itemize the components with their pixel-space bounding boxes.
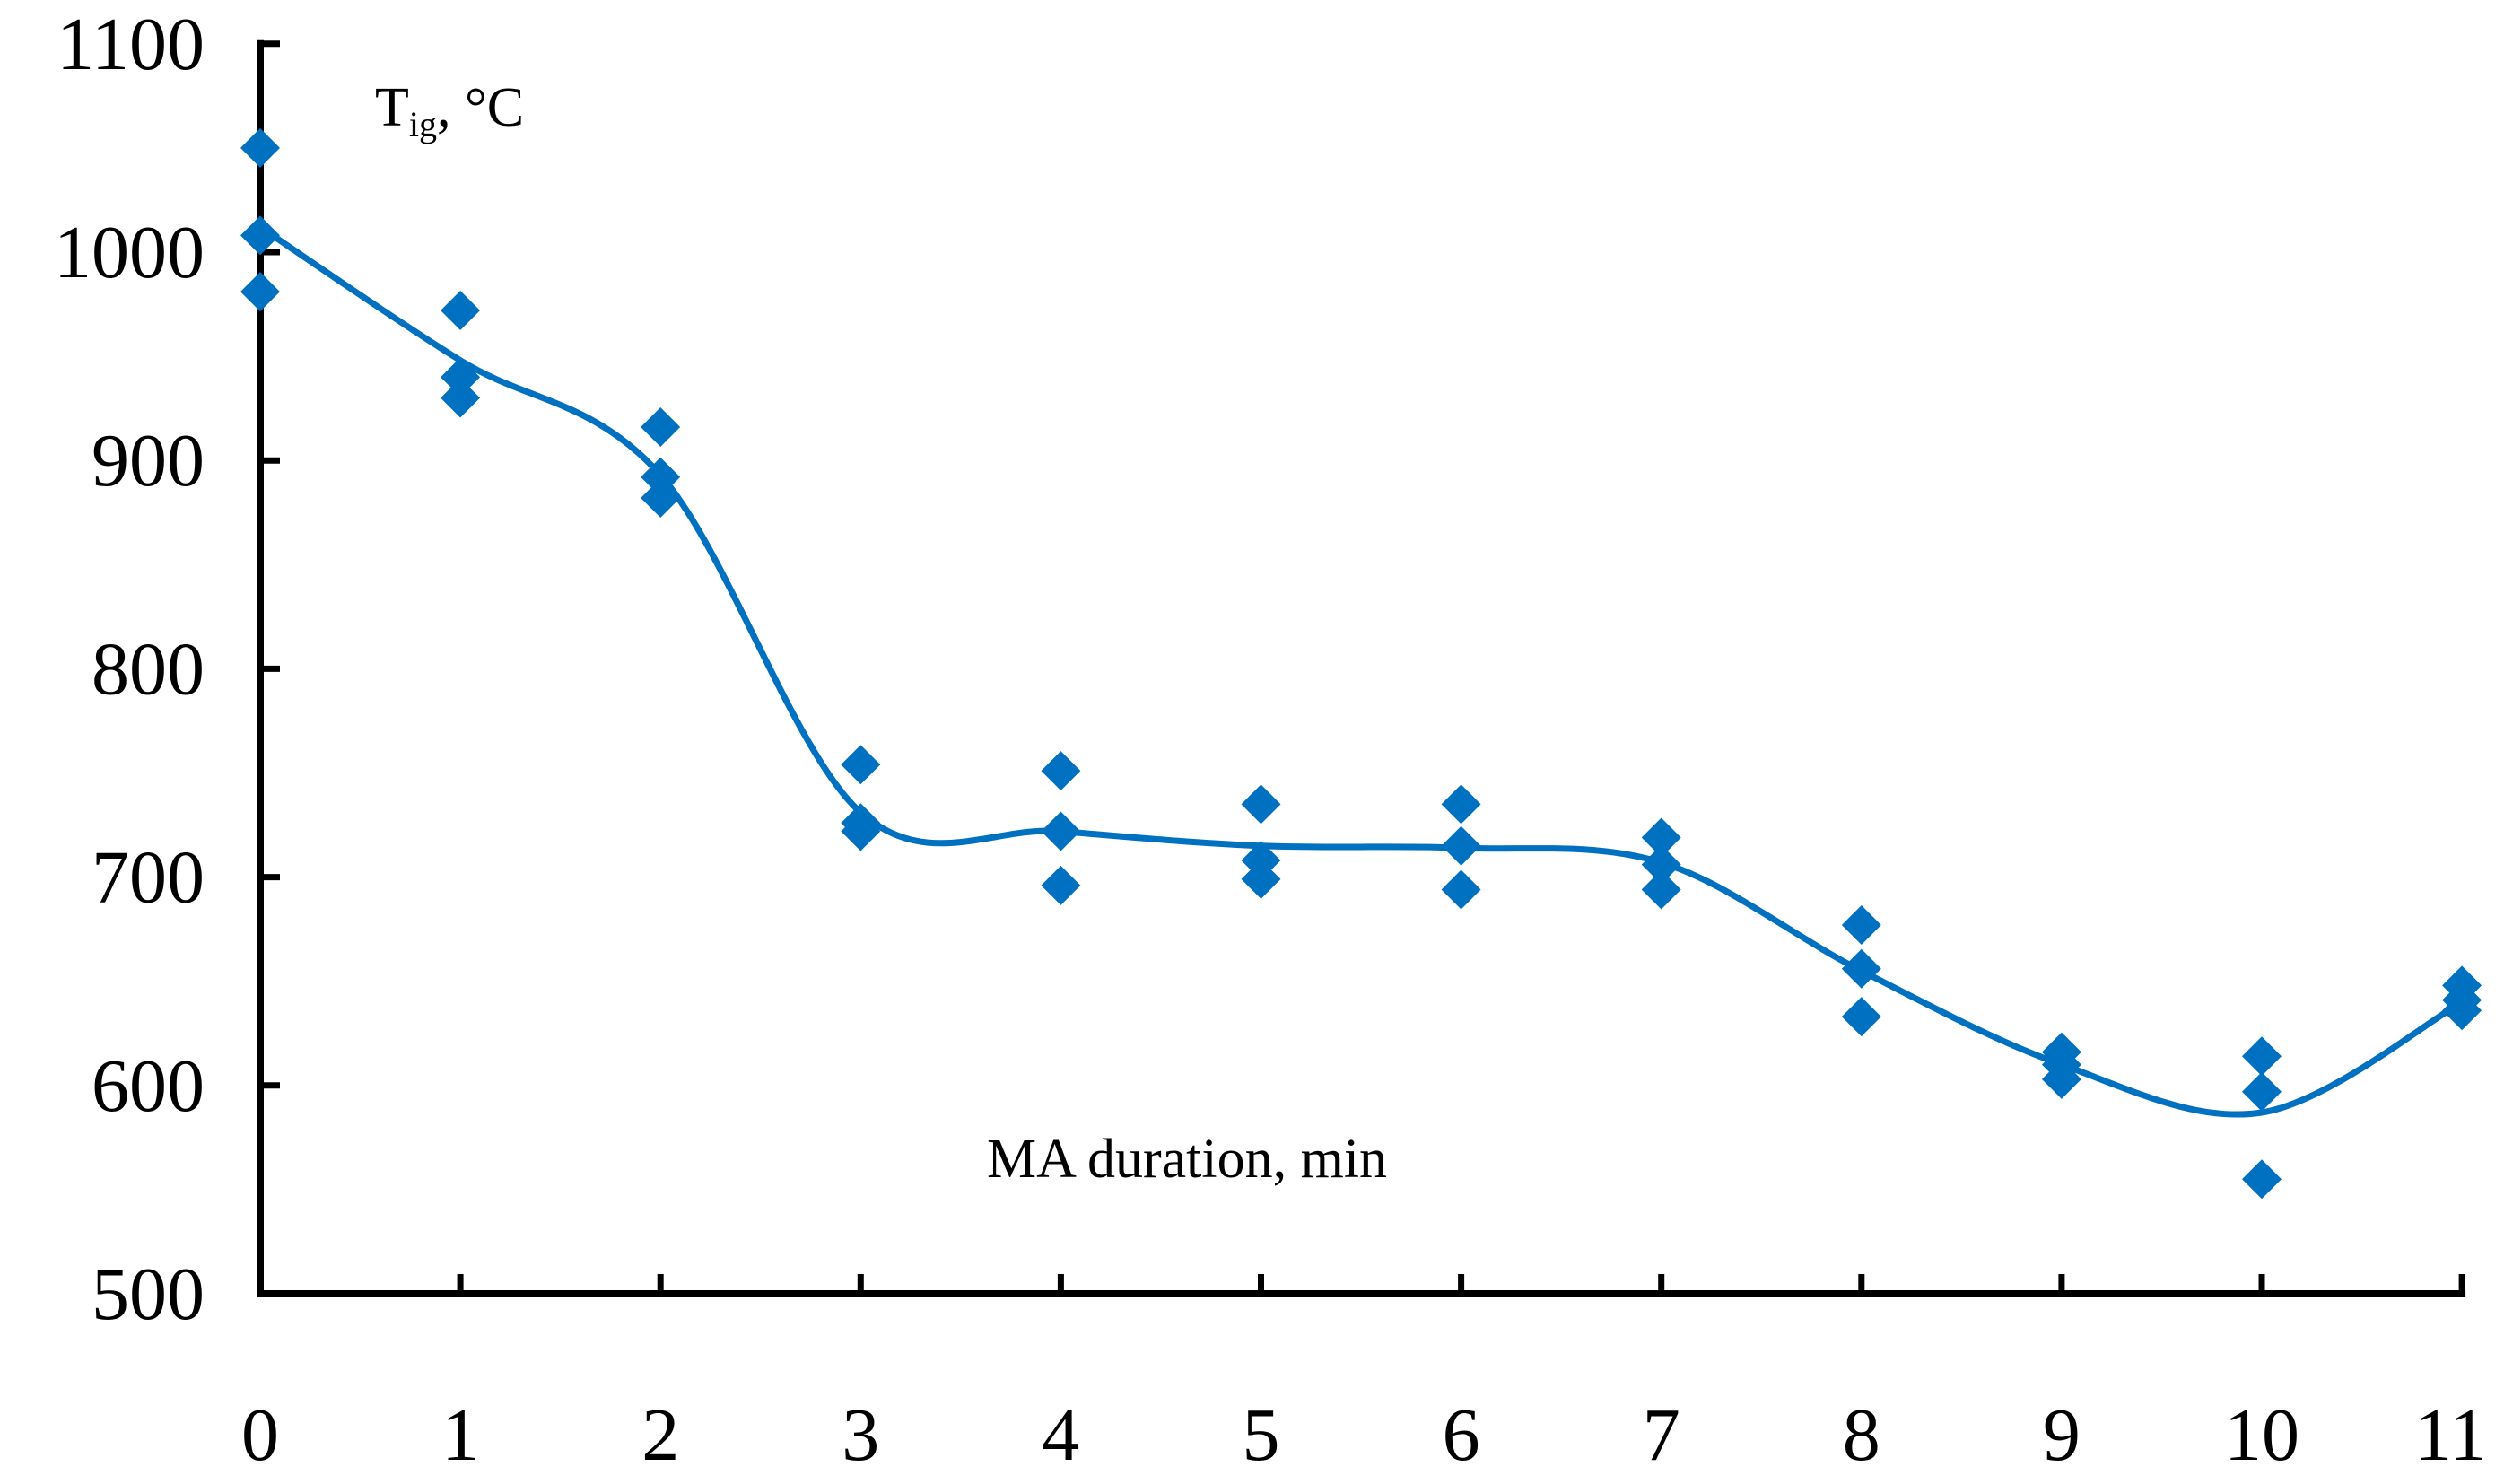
data-point: [1641, 869, 1681, 910]
x-tick-label: 7: [1643, 1393, 1680, 1477]
fit-curve: [257, 223, 2465, 1118]
x-tick-label: 8: [1843, 1393, 1880, 1477]
y-tick-label: 700: [92, 836, 205, 920]
data-point: [240, 272, 280, 312]
axes: 500 600 700 800 900 1000 1100 0 1 2 3 4 5 6 7 8 9 10 11: [54, 3, 2487, 1477]
data-point: [1241, 859, 1281, 899]
data-point: [1041, 811, 1081, 851]
data-point: [641, 457, 681, 497]
x-tick-label: 2: [641, 1393, 679, 1477]
y-tick-label: 1000: [54, 211, 205, 294]
data-point: [641, 407, 681, 448]
x-tick-label: 5: [1243, 1393, 1280, 1477]
x-axis-title: MA duration, min: [987, 1129, 1387, 1190]
data-point: [240, 127, 280, 168]
data-point: [441, 378, 481, 418]
x-tick-label: 0: [241, 1393, 279, 1477]
data-point: [1041, 751, 1081, 791]
y-axis-title-main: T: [375, 77, 409, 138]
data-point: [1841, 948, 1881, 989]
data-point: [2242, 1159, 2282, 1200]
data-point: [2242, 1036, 2282, 1077]
data-point: [1841, 997, 1881, 1037]
x-tick-label: 10: [2224, 1393, 2299, 1477]
data-point: [1641, 844, 1681, 885]
data-point: [1241, 784, 1281, 825]
data-markers: [240, 127, 2482, 1200]
data-point: [1441, 825, 1481, 866]
x-tick-label: 11: [2414, 1393, 2487, 1477]
y-tick-label: 800: [92, 627, 205, 711]
x-tick-label: 9: [2043, 1393, 2081, 1477]
y-tick-label: 1100: [57, 3, 205, 86]
data-point: [1641, 817, 1681, 858]
data-point: [441, 291, 481, 331]
data-point: [2242, 1071, 2282, 1112]
y-tick-label: 600: [92, 1044, 205, 1128]
y-tick-label: 500: [92, 1253, 205, 1336]
y-ticks: 500 600 700 800 900 1000 1100: [54, 3, 280, 1336]
data-point: [1441, 869, 1481, 910]
x-tick-label: 3: [842, 1393, 879, 1477]
x-tick-label: 4: [1042, 1393, 1079, 1477]
y-axis-title-subscript: ig: [409, 104, 437, 144]
data-point: [1441, 784, 1481, 825]
y-tick-label: 900: [92, 419, 205, 502]
data-point: [841, 745, 881, 785]
data-point: [1041, 865, 1081, 905]
data-point: [2442, 991, 2482, 1031]
x-tick-label: 1: [441, 1393, 479, 1477]
data-point: [641, 477, 681, 518]
data-point: [841, 811, 881, 851]
x-tick-label: 6: [1443, 1393, 1480, 1477]
data-point: [240, 215, 280, 256]
y-axis-title-unit: , °C: [437, 77, 524, 138]
x-ticks: 0 1 2 3 4 5 6 7 8 9 10 11: [241, 1274, 2487, 1477]
data-point: [1841, 905, 1881, 946]
y-axis-title: Tig, °C: [375, 77, 524, 144]
data-point: [2041, 1059, 2081, 1099]
data-point: [441, 357, 481, 397]
